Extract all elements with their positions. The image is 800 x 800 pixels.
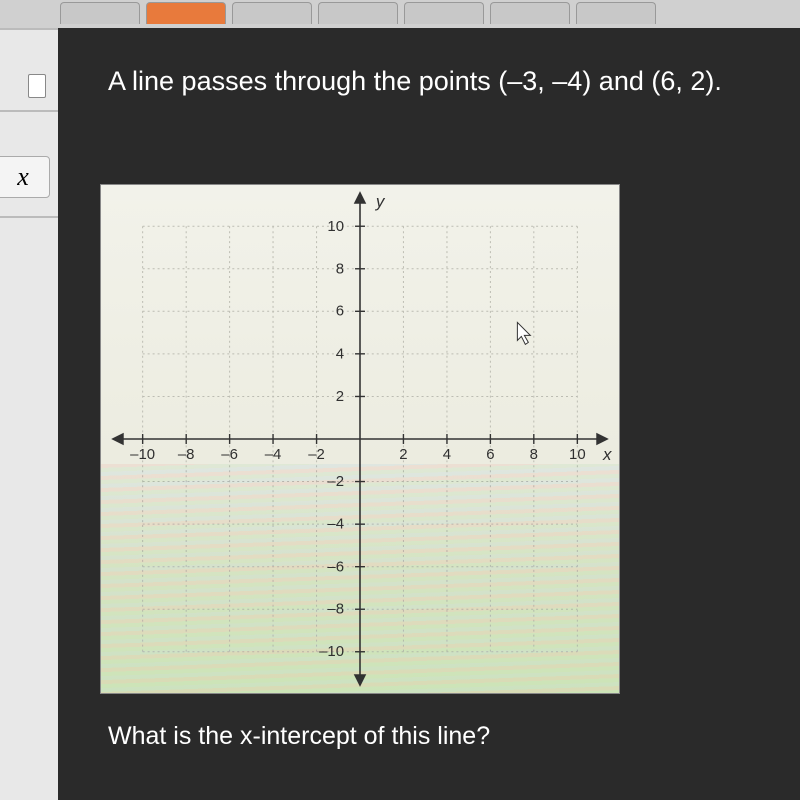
side-panel: x (0, 28, 58, 800)
svg-text:–4: –4 (265, 446, 282, 463)
ribbon-tab[interactable] (318, 2, 398, 24)
svg-text:4: 4 (443, 446, 451, 463)
coordinate-grid-chart: –10 –8 –6 –4 –2 2 4 6 8 10 2 4 6 8 10 –2… (100, 184, 620, 694)
variable-x-label: x (17, 162, 29, 192)
page-icon[interactable] (28, 74, 46, 98)
svg-text:8: 8 (530, 446, 538, 463)
svg-text:4: 4 (336, 345, 344, 362)
cursor-icon (517, 322, 530, 344)
ribbon-bar (0, 0, 800, 28)
question-text-bottom: What is the x-intercept of this line? (108, 722, 490, 751)
svg-text:8: 8 (336, 261, 344, 278)
question-text-top: A line passes through the points (–3, –4… (108, 64, 790, 99)
ribbon-tab[interactable] (490, 2, 570, 24)
svg-text:–6: –6 (221, 446, 238, 463)
svg-text:2: 2 (399, 446, 407, 463)
ribbon-tab[interactable] (232, 2, 312, 24)
ribbon-tab-active[interactable] (146, 2, 226, 24)
variable-x-button[interactable]: x (0, 156, 50, 198)
svg-text:6: 6 (486, 446, 494, 463)
svg-text:6: 6 (336, 302, 344, 319)
svg-text:–2: –2 (308, 446, 325, 463)
ribbon-tab[interactable] (404, 2, 484, 24)
ribbon-tab[interactable] (60, 2, 140, 24)
svg-text:2: 2 (336, 388, 344, 405)
svg-text:–10: –10 (130, 446, 155, 463)
svg-text:–8: –8 (178, 446, 195, 463)
svg-text:10: 10 (569, 446, 586, 463)
svg-text:10: 10 (327, 218, 344, 235)
content-area: A line passes through the points (–3, –4… (58, 28, 800, 800)
ribbon-tab[interactable] (576, 2, 656, 24)
y-axis-label: y (375, 192, 386, 211)
moire-overlay (101, 464, 619, 693)
x-axis-label: x (602, 445, 612, 464)
